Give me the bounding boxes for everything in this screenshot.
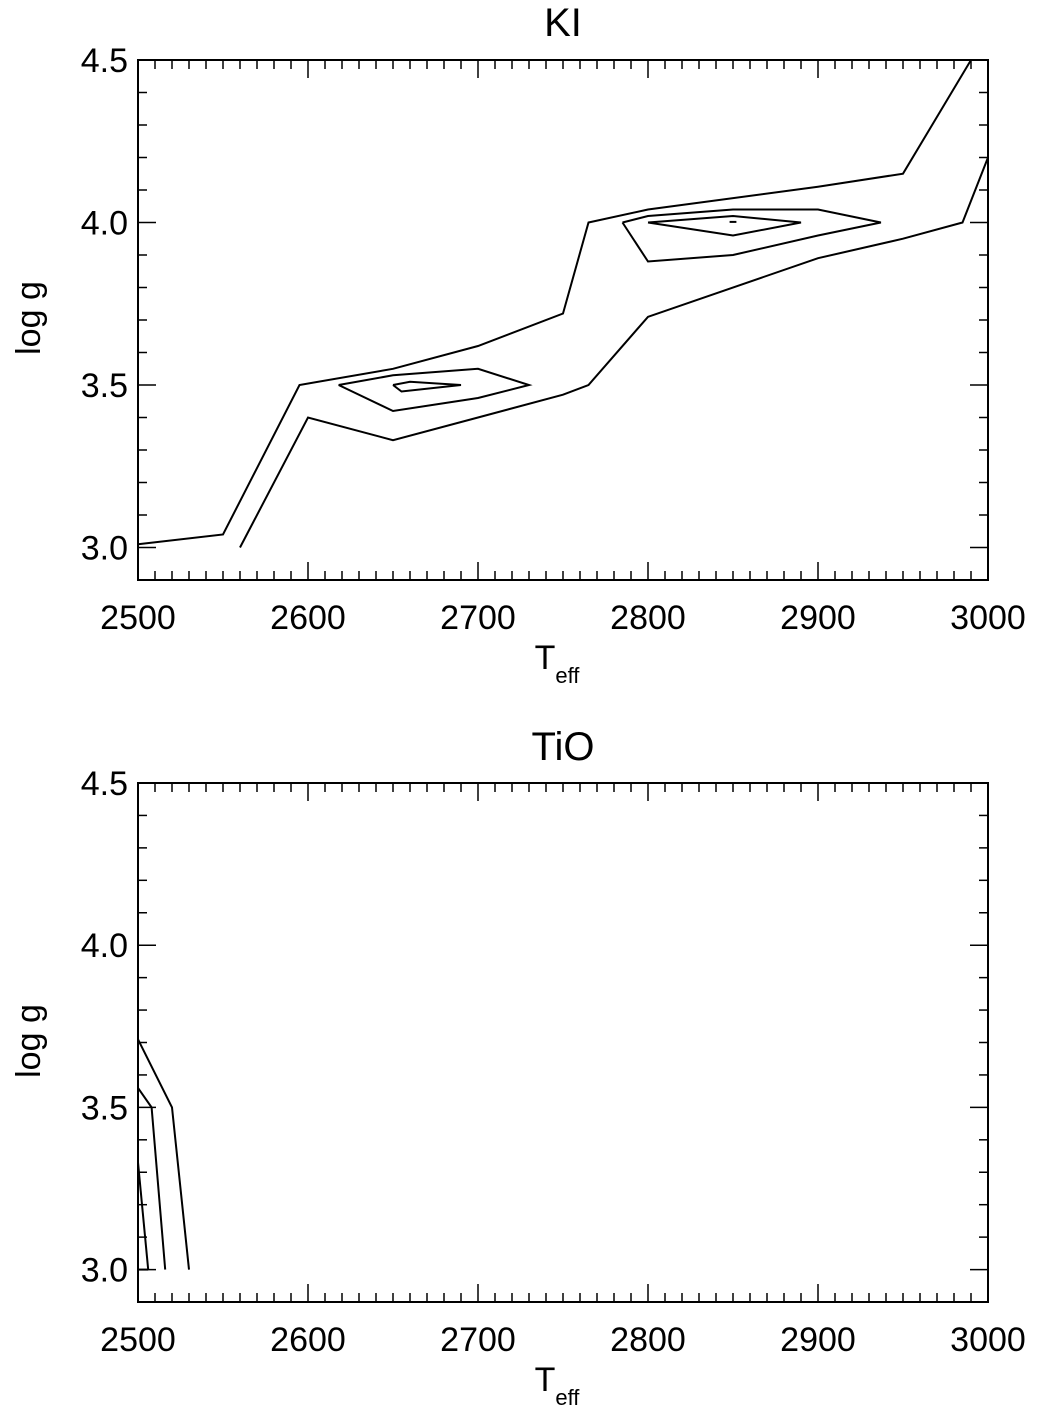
ki-y-axis-label: log g (10, 281, 48, 355)
ki-panel: KI 2500 2600 2700 2800 2900 3000 3.0 3.5 4.0 4.5… (10, 1, 1026, 688)
tio-plot-frame (137, 782, 989, 1303)
tio-x-tick-label: 2900 (780, 1321, 856, 1359)
tio-tick-marks (137, 782, 989, 1303)
tio-y-tick-labels: 3.0 3.5 4.0 4.5 (81, 765, 128, 1290)
tio-panel: TiO 2500 2600 2700 2800 2900 3000 3.0 3.5 4.0 4.… (10, 725, 1026, 1409)
ki-y-tick-labels: 3.0 3.5 4.0 4.5 (81, 42, 128, 568)
tio-x-tick-label: 2800 (610, 1321, 686, 1359)
ki-y-tick-label: 3.0 (81, 530, 128, 568)
ki-contour-line-6 (647, 214, 802, 237)
ki-contour-line-5 (621, 208, 882, 263)
ki-x-tick-label: 2800 (610, 599, 686, 637)
ki-y-tick-label: 3.5 (81, 367, 128, 405)
tio-x-tick-label: 2600 (270, 1321, 346, 1359)
ki-x-tick-label: 2600 (270, 599, 346, 637)
tio-x-axis-label: Teff (535, 1361, 581, 1409)
ki-contour-line-3 (338, 367, 533, 413)
tio-title: TiO (532, 725, 595, 769)
ki-contour-line-4 (392, 380, 462, 393)
tio-y-axis-label: log g (10, 1004, 48, 1078)
tio-x-tick-label: 3000 (950, 1321, 1026, 1359)
ki-x-tick-labels: 2500 2600 2700 2800 2900 3000 (100, 599, 1026, 637)
ki-x-axis-label-main: T (535, 639, 556, 677)
ki-x-tick-label: 2900 (780, 599, 856, 637)
tio-y-tick-label: 3.0 (81, 1252, 128, 1290)
tio-contour-line-1 (137, 1038, 190, 1270)
tio-x-tick-label: 2700 (440, 1321, 516, 1359)
ki-x-axis-label-subscript: eff (555, 663, 580, 688)
tio-y-tick-label: 4.0 (81, 927, 128, 965)
ki-y-tick-label: 4.5 (81, 42, 128, 80)
ki-contour-group (137, 59, 989, 548)
tio-y-tick-label: 3.5 (81, 1089, 128, 1127)
ki-x-tick-label: 3000 (950, 599, 1026, 637)
tio-x-tick-label: 2500 (100, 1321, 176, 1359)
tio-x-tick-labels: 2500 2600 2700 2800 2900 3000 (100, 1321, 1026, 1359)
tio-contour-line-3 (137, 1162, 150, 1270)
ki-x-tick-label: 2700 (440, 599, 516, 637)
tio-x-axis-label-main: T (535, 1361, 556, 1399)
ki-contour-line-2 (239, 157, 989, 548)
ki-y-tick-label: 4.0 (81, 205, 128, 243)
ki-contour-line-1 (137, 59, 972, 546)
tio-x-axis-label-subscript: eff (555, 1385, 580, 1409)
ki-x-tick-label: 2500 (100, 599, 176, 637)
ki-x-axis-label: Teff (535, 639, 581, 688)
ki-title: KI (544, 1, 582, 45)
tio-y-tick-label: 4.5 (81, 765, 128, 803)
ki-plot-frame (137, 59, 989, 581)
